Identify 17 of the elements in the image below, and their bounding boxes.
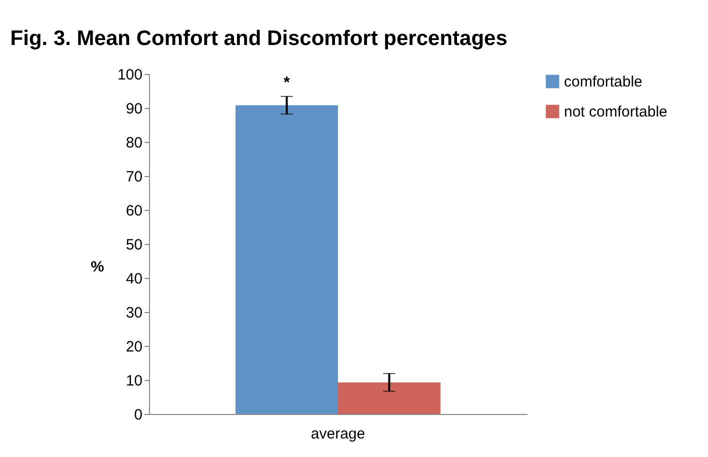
y-axis-title: % <box>90 258 104 276</box>
y-tick-label: 20 <box>126 338 142 356</box>
y-tick-label: 50 <box>126 236 142 254</box>
y-tick-label: 70 <box>126 168 142 186</box>
y-tick-label: 40 <box>126 270 142 288</box>
annotation: * <box>284 74 291 92</box>
x-tick-label: average <box>310 426 366 442</box>
y-tick-label: 90 <box>126 100 142 118</box>
chart-title: Fig. 3. Mean Comfort and Discomfort percentages <box>10 27 508 50</box>
y-tick-label: 30 <box>126 304 142 322</box>
y-tick-label: 60 <box>126 202 142 220</box>
y-tick-label: 0 <box>134 406 142 424</box>
y-tick-label: 80 <box>126 134 142 152</box>
y-tick-label: 100 <box>117 66 142 84</box>
y-tick-label: 10 <box>126 372 142 390</box>
legend-label: comfortable <box>564 74 642 90</box>
legend-label: not comfortable <box>564 104 668 120</box>
